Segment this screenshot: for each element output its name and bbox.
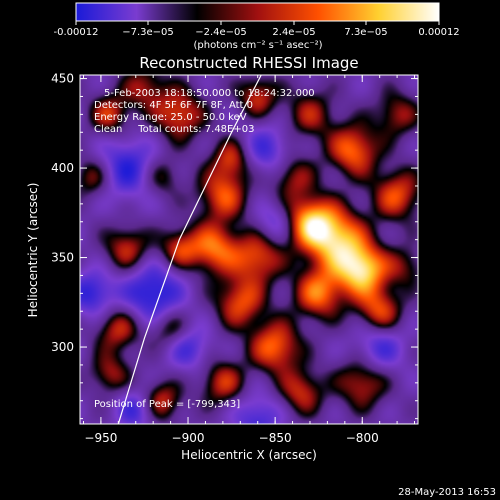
colorbar-tick-label: 0.00012 xyxy=(418,27,459,38)
annotation-energy: Energy Range: 25.0 - 50.0 keV xyxy=(94,112,247,123)
y-tick-label: 450 xyxy=(51,72,74,86)
y-tick-label: 300 xyxy=(51,340,74,354)
x-tick-label: −950 xyxy=(84,431,117,445)
x-tick-label: −900 xyxy=(172,431,205,445)
annotation-peak: Position of Peak = [-799,343] xyxy=(94,399,240,410)
y-axis-label: Heliocentric Y (arcsec) xyxy=(26,183,40,318)
x-tick-label: −800 xyxy=(346,431,379,445)
timestamp: 28-May-2013 16:53 xyxy=(398,487,496,498)
chart-title: Reconstructed RHESSI Image xyxy=(139,54,358,72)
colorbar-tick-label: 2.4e−05 xyxy=(272,27,315,38)
colorbar-ticks: -0.00012 −7.3e−05 −2.4e−05 2.4e−05 7.3e−05 0.… xyxy=(54,21,460,38)
x-axis: −950 −900 −850 −800 xyxy=(82,75,416,445)
annotation-clean: Clean Total counts: 7.48E+03 xyxy=(94,124,254,135)
x-axis-label: Heliocentric X (arcsec) xyxy=(181,448,317,462)
solar-limb-curve xyxy=(117,75,262,424)
colorbar-tick-label: −7.3e−05 xyxy=(122,27,174,38)
y-tick-label: 350 xyxy=(51,251,74,265)
colorbar-unit-label: (photons cm⁻² s⁻¹ asec⁻²) xyxy=(193,40,322,51)
y-tick-label: 400 xyxy=(51,161,74,175)
colorbar-tick-label: −2.4e−05 xyxy=(195,27,247,38)
colorbar-tick-label: 7.3e−05 xyxy=(344,27,387,38)
annotation-detectors: Detectors: 4F 5F 6F 7F 8F, Att 0 xyxy=(94,100,253,111)
colorbar xyxy=(75,2,440,22)
plot-frame xyxy=(79,74,419,425)
y-axis: 300 350 400 450 xyxy=(51,72,418,420)
annotation-time: 5-Feb-2003 18:18:50.000 to 18:24:32.000 xyxy=(104,88,315,99)
x-tick-label: −850 xyxy=(259,431,292,445)
colorbar-tick-label: -0.00012 xyxy=(54,27,99,38)
